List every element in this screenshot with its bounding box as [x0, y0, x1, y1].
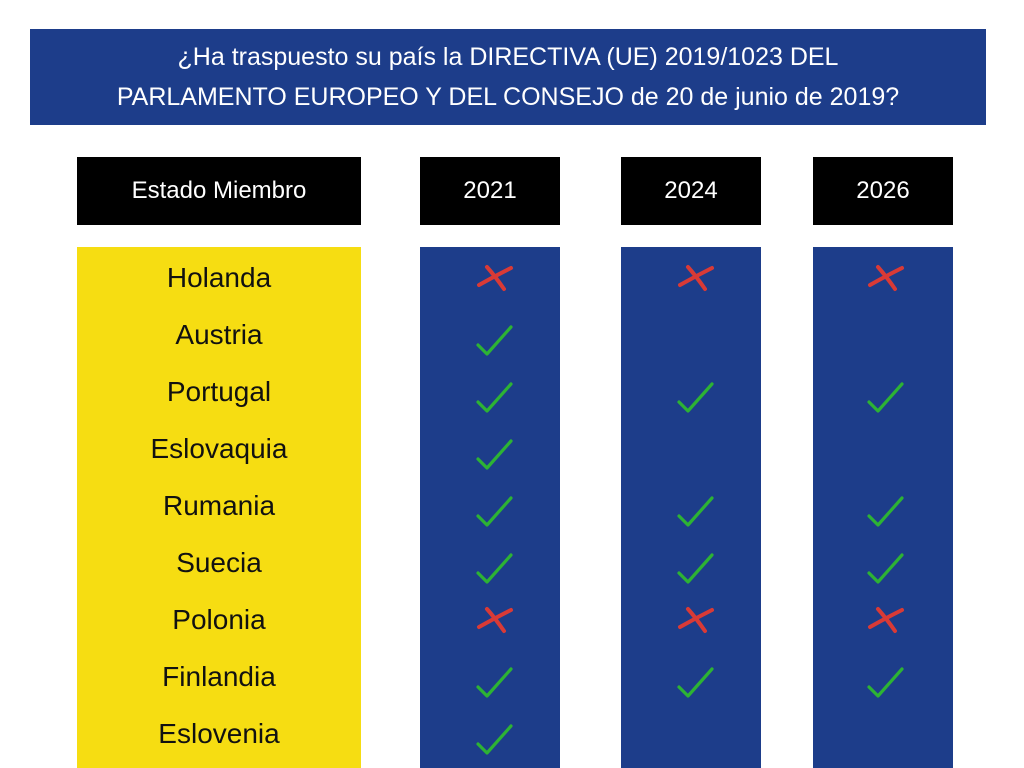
check-icon: [674, 661, 718, 705]
member-state-column: Holanda Austria Portugal Eslovaquia Rumania S…: [77, 247, 361, 768]
year-column-2024: [621, 247, 761, 768]
question-line-2: PARLAMENTO EUROPEO Y DEL CONSEJO de 20 d…: [116, 83, 900, 111]
check-icon: [473, 433, 517, 477]
cross-icon: [674, 256, 718, 300]
cross-icon: [473, 598, 517, 642]
question-line-1: ¿Ha traspuesto su país la DIRECTIVA (UE)…: [177, 43, 839, 71]
check-icon: [864, 661, 908, 705]
country-name: Suecia: [176, 547, 262, 578]
year-column-2026: [813, 247, 953, 768]
country-name: Austria: [175, 319, 263, 350]
check-icon: [864, 490, 908, 534]
check-icon: [674, 547, 718, 591]
cross-icon: [864, 598, 908, 642]
cross-icon: [473, 256, 517, 300]
country-name: Holanda: [166, 262, 272, 293]
cross-icon: [674, 598, 718, 642]
check-icon: [674, 490, 718, 534]
country-name: Portugal: [166, 376, 272, 407]
check-icon: [473, 661, 517, 705]
header-year-2024: 2024: [621, 157, 761, 225]
check-icon: [473, 490, 517, 534]
header-member-state: Estado Miembro: [77, 157, 361, 225]
year-column-2021: [420, 247, 560, 768]
check-icon: [674, 376, 718, 420]
check-icon: [864, 376, 908, 420]
check-icon: [473, 376, 517, 420]
cross-icon: [864, 256, 908, 300]
header-year-2021: 2021: [420, 157, 560, 225]
question-banner: ¿Ha traspuesto su país la DIRECTIVA (UE)…: [30, 29, 986, 125]
country-name: Rumania: [162, 490, 276, 521]
check-icon: [864, 547, 908, 591]
country-name: Finlandia: [162, 661, 276, 692]
check-icon: [473, 718, 517, 762]
check-icon: [473, 547, 517, 591]
country-name: Eslovenia: [158, 718, 280, 749]
country-name: Polonia: [172, 604, 266, 635]
check-icon: [473, 319, 517, 363]
country-name: Eslovaquia: [150, 433, 288, 464]
header-year-2026: 2026: [813, 157, 953, 225]
